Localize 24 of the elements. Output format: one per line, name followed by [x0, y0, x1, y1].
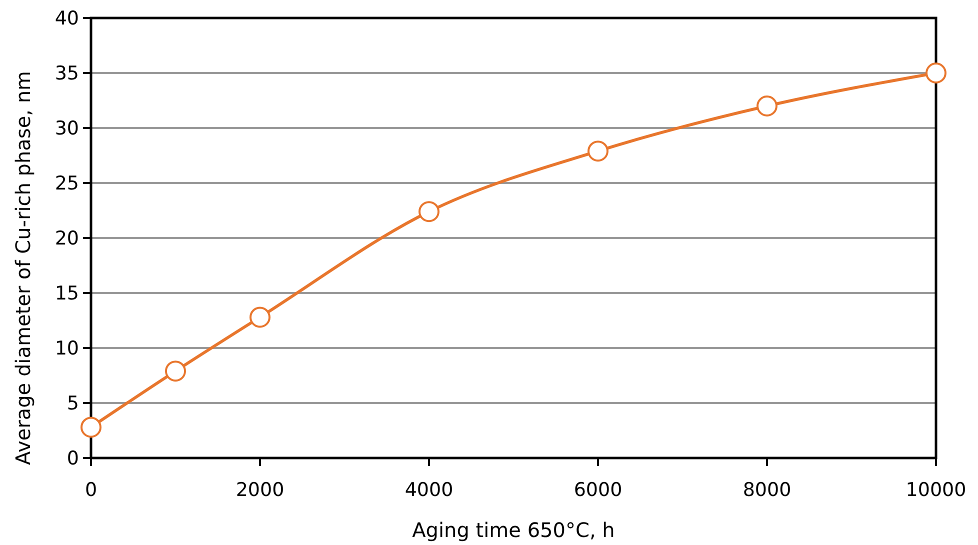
y-tick-label: 0 — [66, 448, 79, 470]
point — [926, 62, 946, 84]
x-tick-label: 10000 — [906, 479, 966, 501]
x-tick-label: 8000 — [742, 479, 792, 501]
x-tick-label: 4000 — [404, 479, 454, 501]
point — [418, 201, 440, 222]
y-tick-label: 25 — [54, 172, 79, 195]
x-axis-title: Aging time 650°C, h — [412, 518, 615, 542]
point — [165, 360, 186, 382]
y-tick-label: 20 — [54, 228, 79, 250]
y-tick-label: 35 — [54, 62, 79, 85]
point — [250, 306, 270, 328]
y-tick-label: 5 — [66, 392, 79, 415]
y-tick-label: 40 — [54, 8, 79, 30]
point — [756, 96, 778, 116]
y-tick-label: 15 — [54, 282, 79, 305]
x-tick-label: 6000 — [574, 479, 622, 501]
x-tick-label: 2000 — [236, 479, 284, 501]
y-axis-title: Average diameter of Cu-rich phase, nm — [11, 70, 35, 466]
point — [80, 416, 102, 438]
point — [588, 140, 608, 162]
y-tick-label: 10 — [54, 338, 79, 360]
x-tick-label: 0 — [84, 479, 98, 501]
y-tick-label: 30 — [54, 118, 79, 140]
